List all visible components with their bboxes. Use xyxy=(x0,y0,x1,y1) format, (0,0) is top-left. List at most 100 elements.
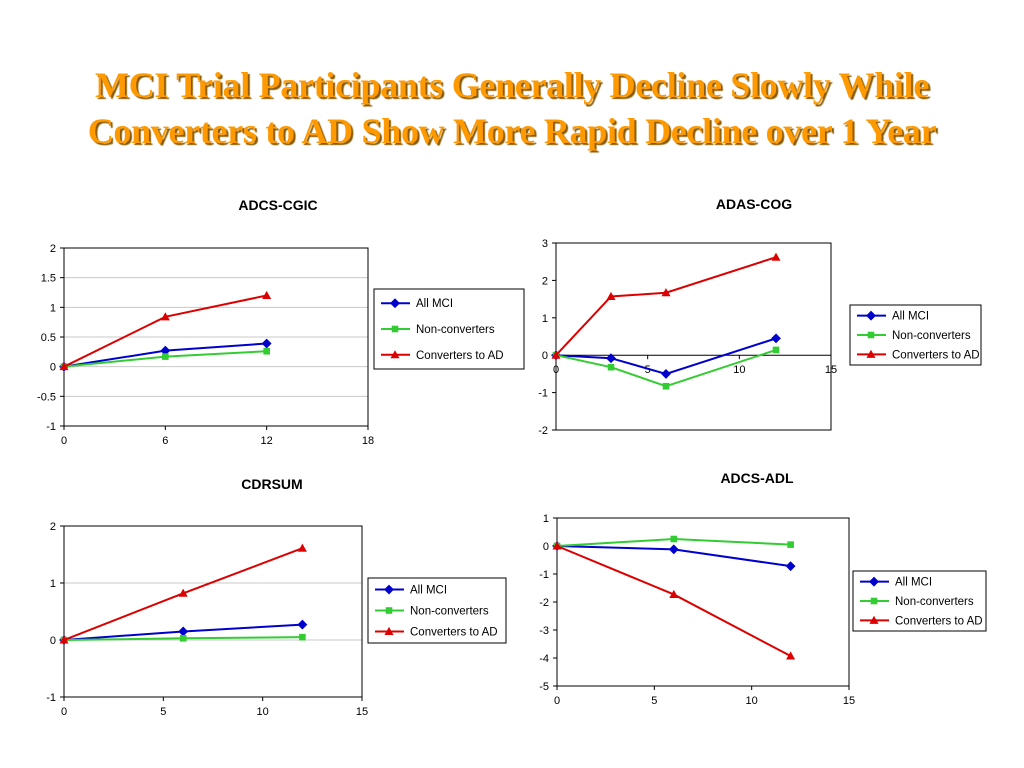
slide-title: MCI Trial Participants Generally Decline… xyxy=(0,62,1024,154)
adas-cog-point-non-converters xyxy=(772,346,780,354)
adas-cog-ytick-label: 0 xyxy=(542,350,548,362)
adas-cog-ytick-label: -1 xyxy=(538,388,548,400)
adcs-adl-legend-label-non-converters: Non-converters xyxy=(895,596,974,608)
adcs-cgic-legend-label-non-converters: Non-converters xyxy=(416,324,495,336)
cdrsum-point-non-converters xyxy=(179,634,187,642)
cdrsum-point-all-mci xyxy=(178,626,189,637)
cdrsum-plot-area xyxy=(63,525,363,698)
adcs-cgic-ytick-label: -1 xyxy=(46,421,56,433)
adas-cog-point-converters-to-ad xyxy=(551,350,561,359)
adcs-cgic-legend-marker-non-converters xyxy=(391,325,399,333)
adcs-cgic-point-all-mci xyxy=(261,338,272,349)
cdrsum-xtick-label: 5 xyxy=(160,706,166,718)
cdrsum-legend-marker-non-converters xyxy=(385,607,393,614)
adcs-adl-point-converters-to-ad xyxy=(552,541,562,550)
adcs-cgic-point-converters-to-ad xyxy=(59,362,69,371)
adas-cog-title: ADAS-COG xyxy=(716,196,792,212)
adcs-cgic-point-converters-to-ad xyxy=(160,312,170,321)
adas-cog-xtick-label: 5 xyxy=(645,364,651,376)
cdrsum-ytick-label: 1 xyxy=(50,578,56,590)
cdrsum-legend-label-converters-to-ad: Converters to AD xyxy=(410,626,498,638)
adcs-cgic-legend-marker-converters-to-ad xyxy=(390,350,400,359)
adas-cog-point-converters-to-ad xyxy=(606,291,616,300)
cdrsum-point-converters-to-ad xyxy=(178,588,188,597)
adas-cog-xtick-label: 10 xyxy=(733,364,745,376)
cdrsum-legend-label-non-converters: Non-converters xyxy=(410,606,489,618)
adas-cog-series-line-non-converters xyxy=(555,349,777,388)
adas-cog-point-all-mci xyxy=(661,368,671,379)
adas-cog-point-non-converters xyxy=(662,382,670,390)
cdrsum-legend-marker-all-mci xyxy=(384,584,394,595)
adcs-cgic-legend-label-converters-to-ad: Converters to AD xyxy=(416,350,504,362)
adcs-cgic-point-converters-to-ad xyxy=(262,290,272,299)
adcs-cgic-legend-label-all-mci: All MCI xyxy=(416,298,453,310)
adcs-adl-legend-marker-converters-to-ad xyxy=(869,615,879,624)
adas-cog-plot-area xyxy=(555,242,832,431)
adcs-cgic-point-non-converters xyxy=(263,347,270,355)
adcs-cgic-ytick-label: 2 xyxy=(50,243,56,255)
cdrsum-point-non-converters xyxy=(299,633,306,641)
adas-cog-point-converters-to-ad xyxy=(661,288,671,297)
adcs-adl-point-all-mci xyxy=(785,561,796,572)
adcs-cgic-legend-marker-all-mci xyxy=(390,298,400,309)
adcs-adl-ytick-label: -3 xyxy=(539,625,549,637)
adcs-cgic-xtick-label: 12 xyxy=(261,435,273,447)
adas-cog-series-line-all-mci xyxy=(555,337,777,375)
adcs-cgic-ytick-label: -0.5 xyxy=(37,391,56,403)
adas-cog-chart: ADAS-COG -2 -1 0 1 2 3 0 5 10 15 All MCI Non-convert… xyxy=(538,196,982,437)
adcs-cgic-ytick-label: 0.5 xyxy=(41,332,56,344)
cdrsum-point-converters-to-ad xyxy=(59,635,69,644)
cdrsum-ytick-label: 0 xyxy=(50,635,56,647)
cdrsum-point-all-mci xyxy=(297,619,308,630)
adcs-adl-ytick-label: 0 xyxy=(543,541,549,553)
adcs-adl-ytick-label: -2 xyxy=(539,597,549,609)
adcs-adl-title: ADCS-ADL xyxy=(720,470,794,486)
adcs-adl-legend-marker-all-mci xyxy=(869,576,879,587)
adas-cog-xtick-label: 0 xyxy=(553,364,559,376)
adcs-cgic-xtick-label: 0 xyxy=(61,435,67,447)
adcs-adl-xtick-label: 5 xyxy=(651,695,657,707)
adcs-adl-point-all-mci xyxy=(668,544,679,555)
cdrsum-point-converters-to-ad xyxy=(297,543,307,552)
slide-title-line-1: MCI Trial Participants Generally Decline… xyxy=(94,65,930,105)
cdrsum-ytick-label: -1 xyxy=(46,692,56,704)
adas-cog-ytick-label: 1 xyxy=(542,313,548,325)
cdrsum-xtick-label: 15 xyxy=(356,706,368,718)
cdrsum-chart: CDRSUM -1 0 1 2 0 5 10 15 All MCI Non-converters Co… xyxy=(46,476,507,718)
adas-cog-xtick-label: 15 xyxy=(825,364,837,376)
adcs-adl-xtick-label: 10 xyxy=(746,695,758,707)
adcs-cgic-chart: ADCS-CGIC -1 -0.5 0 0.5 1 1.5 2 0 6 12 18 All MCI Non… xyxy=(37,197,525,447)
adas-cog-point-converters-to-ad xyxy=(771,252,781,261)
adcs-cgic-point-non-converters xyxy=(162,353,169,360)
adcs-adl-point-converters-to-ad xyxy=(669,589,679,598)
adcs-adl-ytick-label: -5 xyxy=(539,681,549,693)
adas-cog-legend-marker-all-mci xyxy=(866,310,876,321)
adas-cog-point-non-converters xyxy=(607,363,615,371)
cdrsum-legend-label-all-mci: All MCI xyxy=(410,585,447,597)
adcs-adl-point-non-converters xyxy=(670,535,678,543)
adas-cog-legend-label-converters-to-ad: Converters to AD xyxy=(892,349,980,361)
slide-title-line-2: Converters to AD Show More Rapid Decline… xyxy=(87,111,937,151)
adcs-adl-point-converters-to-ad xyxy=(786,651,796,660)
adas-cog-legend-label-non-converters: Non-converters xyxy=(892,330,971,342)
adas-cog-point-all-mci xyxy=(606,353,616,364)
adcs-adl-ytick-label: -1 xyxy=(539,569,549,581)
adas-cog-ytick-label: 2 xyxy=(542,275,548,287)
cdrsum-xtick-label: 10 xyxy=(257,706,269,718)
adcs-cgic-xtick-label: 18 xyxy=(362,435,374,447)
adcs-cgic-xtick-label: 6 xyxy=(162,435,168,447)
adcs-adl-ytick-label: -4 xyxy=(539,653,549,665)
adcs-adl-ytick-label: 1 xyxy=(543,513,549,525)
adcs-adl-point-non-converters xyxy=(787,541,794,548)
adcs-adl-legend-label-converters-to-ad: Converters to AD xyxy=(895,615,983,627)
adas-cog-legend-marker-non-converters xyxy=(867,331,875,339)
adcs-cgic-ytick-label: 1.5 xyxy=(41,273,56,285)
adcs-adl-xtick-label: 0 xyxy=(554,695,560,707)
adcs-adl-legend-marker-non-converters xyxy=(870,597,878,605)
adas-cog-ytick-label: -2 xyxy=(538,425,548,437)
adcs-cgic-ytick-label: 1 xyxy=(50,302,56,314)
cdrsum-legend-marker-converters-to-ad xyxy=(384,626,394,635)
adas-cog-series-line-converters-to-ad xyxy=(555,256,777,356)
